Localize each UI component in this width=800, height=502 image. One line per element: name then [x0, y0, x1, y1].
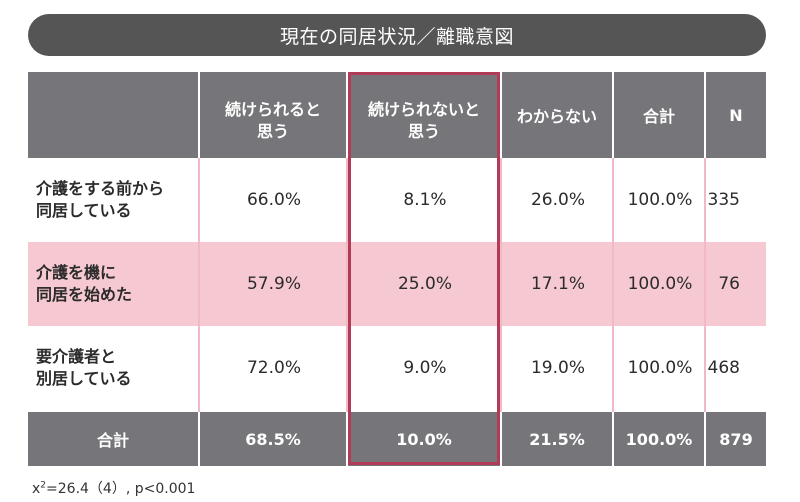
table-cell: 100.0%	[614, 326, 706, 410]
chi-power: 2	[40, 480, 47, 491]
column-divider	[500, 158, 502, 412]
table-cell: 100.0%	[614, 158, 706, 242]
row-label: 介護を機に 同居を始めた	[28, 242, 200, 326]
row-label: 介護をする前から 同居している	[28, 158, 200, 242]
column-divider	[198, 158, 200, 412]
table-cell: 25.0%	[348, 242, 502, 326]
total-cell: 10.0%	[348, 412, 500, 466]
header-total: 合計	[614, 72, 704, 158]
chi-square-note: x2=26.4（4）, p<0.001	[32, 478, 195, 498]
table-cell: 57.9%	[200, 242, 348, 326]
table-cell: 8.1%	[348, 158, 502, 242]
header-empty-cell	[28, 72, 198, 158]
chi-value: =26.4（4）, p<0.001	[46, 481, 196, 497]
header-cannot-continue: 続けられないと 思う	[348, 72, 500, 158]
header-n: N	[706, 72, 766, 158]
column-divider	[612, 158, 614, 412]
total-cell: 21.5%	[502, 412, 612, 466]
table-cell: 66.0%	[200, 158, 348, 242]
row-label: 要介護者と 別居している	[28, 326, 200, 410]
table-cell: 26.0%	[502, 158, 614, 242]
table-cell: 72.0%	[200, 326, 348, 410]
column-divider	[346, 158, 348, 412]
table-cell: 335	[706, 158, 766, 242]
table-cell: 17.1%	[502, 242, 614, 326]
total-row-label: 合計	[28, 412, 198, 466]
table-cell: 100.0%	[614, 242, 706, 326]
total-cell: 879	[706, 412, 766, 466]
column-divider	[704, 158, 706, 412]
total-cell: 100.0%	[614, 412, 704, 466]
table-cell: 19.0%	[502, 326, 614, 410]
header-dont-know: わからない	[502, 72, 612, 158]
header-can-continue: 続けられると 思う	[200, 72, 346, 158]
table-cell: 76	[706, 242, 766, 326]
chart-title: 現在の同居状況／離職意図	[28, 14, 766, 56]
table-cell: 9.0%	[348, 326, 502, 410]
chi-symbol: x	[32, 481, 41, 497]
total-cell: 68.5%	[200, 412, 346, 466]
table-cell: 468	[706, 326, 766, 410]
